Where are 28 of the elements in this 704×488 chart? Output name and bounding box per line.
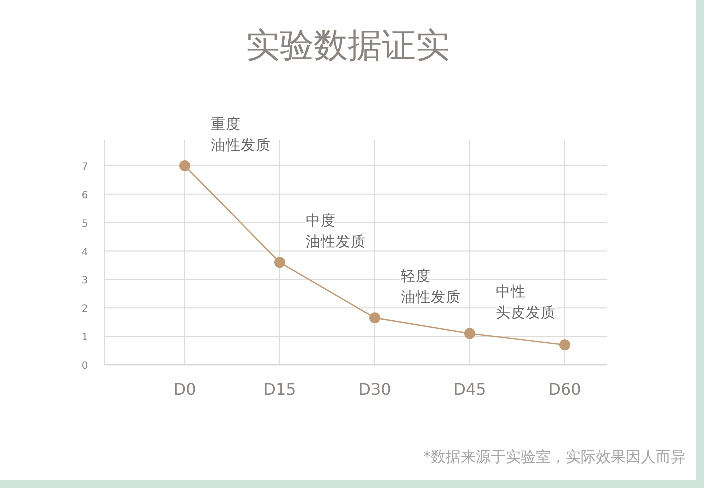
x-tick-label: D15 <box>264 380 296 399</box>
annotation: 油性发质 <box>211 137 271 154</box>
annotation: 重度 <box>211 116 241 133</box>
point <box>370 312 380 324</box>
y-tick-label: 7 <box>82 162 88 173</box>
y-tick-label: 6 <box>82 190 88 202</box>
text: *数据来源于实验室，实际效果因人而异 <box>424 448 686 466</box>
y-tick-label: 3 <box>82 276 88 287</box>
point <box>180 160 190 172</box>
annotation: 中度 <box>306 212 336 230</box>
y-tick-label: 2 <box>82 304 88 316</box>
x-tick-label: D0 <box>174 380 196 399</box>
annotation: 油性发质 <box>401 289 461 306</box>
y-tick-label: 4 <box>82 247 88 258</box>
point <box>464 328 476 340</box>
point <box>560 340 570 351</box>
annotation: 中性 <box>496 284 526 301</box>
x-tick-label: D45 <box>454 380 486 399</box>
chart-title: 实验数据证实 <box>246 26 450 66</box>
y-tick-label: 0 <box>82 361 88 372</box>
point <box>274 257 286 268</box>
annotation: 轻度 <box>401 268 431 286</box>
x-tick-label: D60 <box>548 380 582 399</box>
y-tick-label: 5 <box>82 218 88 230</box>
annotation: 油性发质 <box>306 234 366 251</box>
x-tick-label: D30 <box>358 380 392 399</box>
annotation: 头皮发质 <box>496 304 556 322</box>
y-tick-label: 1 <box>82 332 88 344</box>
